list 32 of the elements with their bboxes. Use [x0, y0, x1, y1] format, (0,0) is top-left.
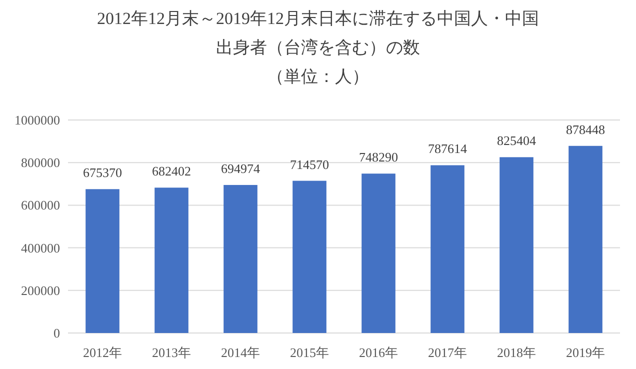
x-tick-label: 2019年: [566, 345, 605, 360]
y-tick-label: 800000: [21, 155, 60, 170]
x-tick-label: 2015年: [290, 345, 329, 360]
data-label: 878448: [566, 122, 605, 137]
bar: [362, 174, 396, 333]
data-label: 694974: [221, 160, 260, 176]
chart-title: 2012年12月末～2019年12月末日本に滞在する中国人・中国出身者（台湾を含む）の数: [97, 9, 539, 57]
bar: [292, 180, 326, 333]
x-tick-label: 2016年: [359, 345, 398, 360]
x-tick-label: 2014年: [221, 345, 260, 360]
bar: [568, 146, 602, 333]
data-label: 675370: [83, 165, 122, 180]
bar: [500, 157, 534, 333]
bar: [224, 184, 258, 333]
bar: [154, 188, 188, 333]
data-label: 748290: [359, 150, 398, 165]
y-tick-label: 600000: [21, 198, 60, 213]
y-tick-label: 400000: [21, 240, 60, 256]
bar: [430, 165, 464, 333]
x-tick-label: 2017年: [428, 345, 467, 360]
y-tick-label: 0: [54, 326, 60, 340]
x-tick-label: 2012年: [83, 345, 122, 360]
chart-subtitle: （単位：人）: [267, 67, 369, 86]
y-tick-label: 1000000: [14, 112, 60, 128]
x-tick-label: 2018年: [497, 345, 536, 360]
bar: [86, 189, 120, 333]
data-label: 787614: [428, 141, 468, 156]
data-label: 714570: [290, 156, 329, 172]
y-tick-label: 200000: [21, 282, 60, 298]
x-tick-label: 2013年: [152, 345, 191, 360]
data-label: 682402: [152, 164, 191, 179]
data-label: 825404: [497, 133, 536, 148]
